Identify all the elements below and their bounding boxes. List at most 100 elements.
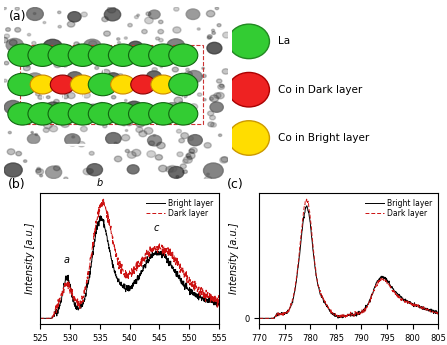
Text: a: a	[64, 255, 70, 265]
Circle shape	[142, 29, 147, 34]
Circle shape	[108, 44, 137, 66]
Circle shape	[159, 165, 167, 172]
Circle shape	[83, 168, 92, 175]
Text: Co in Dark layer: Co in Dark layer	[278, 85, 362, 95]
Bright layer	[303, 207, 308, 211]
Circle shape	[53, 82, 61, 88]
Circle shape	[4, 34, 9, 38]
Circle shape	[210, 102, 224, 112]
Dark layer	[192, 287, 197, 291]
Circle shape	[23, 65, 30, 71]
Circle shape	[102, 17, 108, 22]
Circle shape	[27, 8, 43, 20]
Circle shape	[203, 163, 223, 178]
Dark layer	[152, 245, 157, 249]
Circle shape	[35, 55, 43, 61]
Circle shape	[85, 104, 101, 117]
Circle shape	[148, 10, 160, 19]
Circle shape	[207, 173, 209, 175]
Circle shape	[88, 44, 117, 66]
Bright layer	[376, 277, 382, 281]
Circle shape	[27, 33, 31, 36]
Circle shape	[98, 102, 105, 107]
Circle shape	[1, 38, 8, 43]
Dark layer	[303, 199, 308, 203]
Text: c: c	[154, 223, 159, 233]
Circle shape	[83, 92, 90, 98]
Circle shape	[104, 8, 121, 21]
Circle shape	[114, 142, 117, 145]
Circle shape	[166, 166, 173, 172]
Circle shape	[168, 166, 177, 172]
Dark layer	[257, 316, 262, 321]
Circle shape	[190, 104, 198, 110]
Bright layer	[98, 214, 103, 218]
Circle shape	[210, 95, 219, 102]
Circle shape	[50, 80, 56, 85]
Circle shape	[185, 71, 192, 77]
Text: b: b	[97, 178, 103, 188]
Circle shape	[186, 9, 200, 19]
Legend: Bright layer, Dark layer: Bright layer, Dark layer	[144, 197, 215, 220]
Circle shape	[67, 110, 73, 115]
Circle shape	[65, 134, 80, 146]
Circle shape	[74, 42, 79, 46]
Circle shape	[93, 56, 99, 61]
Circle shape	[24, 160, 27, 162]
Circle shape	[95, 53, 103, 60]
Line: Bright layer: Bright layer	[259, 206, 438, 318]
Circle shape	[176, 176, 179, 178]
Bright layer	[173, 274, 179, 278]
Circle shape	[183, 156, 192, 163]
Circle shape	[74, 60, 80, 65]
Circle shape	[50, 75, 75, 94]
Circle shape	[127, 151, 136, 158]
Circle shape	[160, 66, 163, 68]
Circle shape	[38, 95, 43, 99]
Circle shape	[22, 110, 26, 113]
Circle shape	[43, 39, 62, 54]
Dark layer	[216, 301, 222, 305]
Circle shape	[67, 89, 71, 92]
Circle shape	[107, 7, 116, 13]
Circle shape	[16, 151, 21, 156]
Circle shape	[7, 149, 15, 155]
Bright layer	[38, 316, 43, 321]
Line: Bright layer: Bright layer	[40, 216, 219, 318]
Circle shape	[4, 163, 22, 177]
Dark layer	[49, 316, 54, 321]
Circle shape	[67, 21, 75, 27]
Y-axis label: Intensity [a.u.]: Intensity [a.u.]	[229, 223, 239, 295]
Circle shape	[122, 124, 126, 126]
Circle shape	[128, 23, 132, 27]
Circle shape	[188, 93, 190, 95]
Circle shape	[203, 99, 206, 101]
Circle shape	[189, 149, 194, 153]
Circle shape	[176, 80, 182, 85]
Circle shape	[4, 100, 22, 114]
Circle shape	[27, 134, 40, 144]
Dark layer	[147, 249, 152, 254]
Circle shape	[63, 77, 68, 81]
Circle shape	[137, 14, 139, 16]
Circle shape	[44, 102, 62, 116]
Circle shape	[95, 73, 104, 80]
Circle shape	[68, 103, 97, 125]
Dark layer	[173, 261, 179, 265]
Circle shape	[181, 132, 189, 139]
Circle shape	[48, 103, 77, 125]
Circle shape	[204, 176, 212, 182]
Circle shape	[221, 157, 228, 162]
Circle shape	[207, 111, 214, 116]
Circle shape	[158, 104, 162, 107]
Circle shape	[193, 79, 198, 83]
Circle shape	[215, 7, 219, 10]
Bright layer	[142, 263, 147, 267]
Circle shape	[181, 60, 184, 62]
Circle shape	[125, 149, 129, 152]
Dark layer	[288, 303, 294, 307]
Circle shape	[28, 103, 57, 125]
Bright layer	[362, 307, 367, 312]
Circle shape	[48, 44, 77, 66]
Circle shape	[174, 7, 179, 11]
